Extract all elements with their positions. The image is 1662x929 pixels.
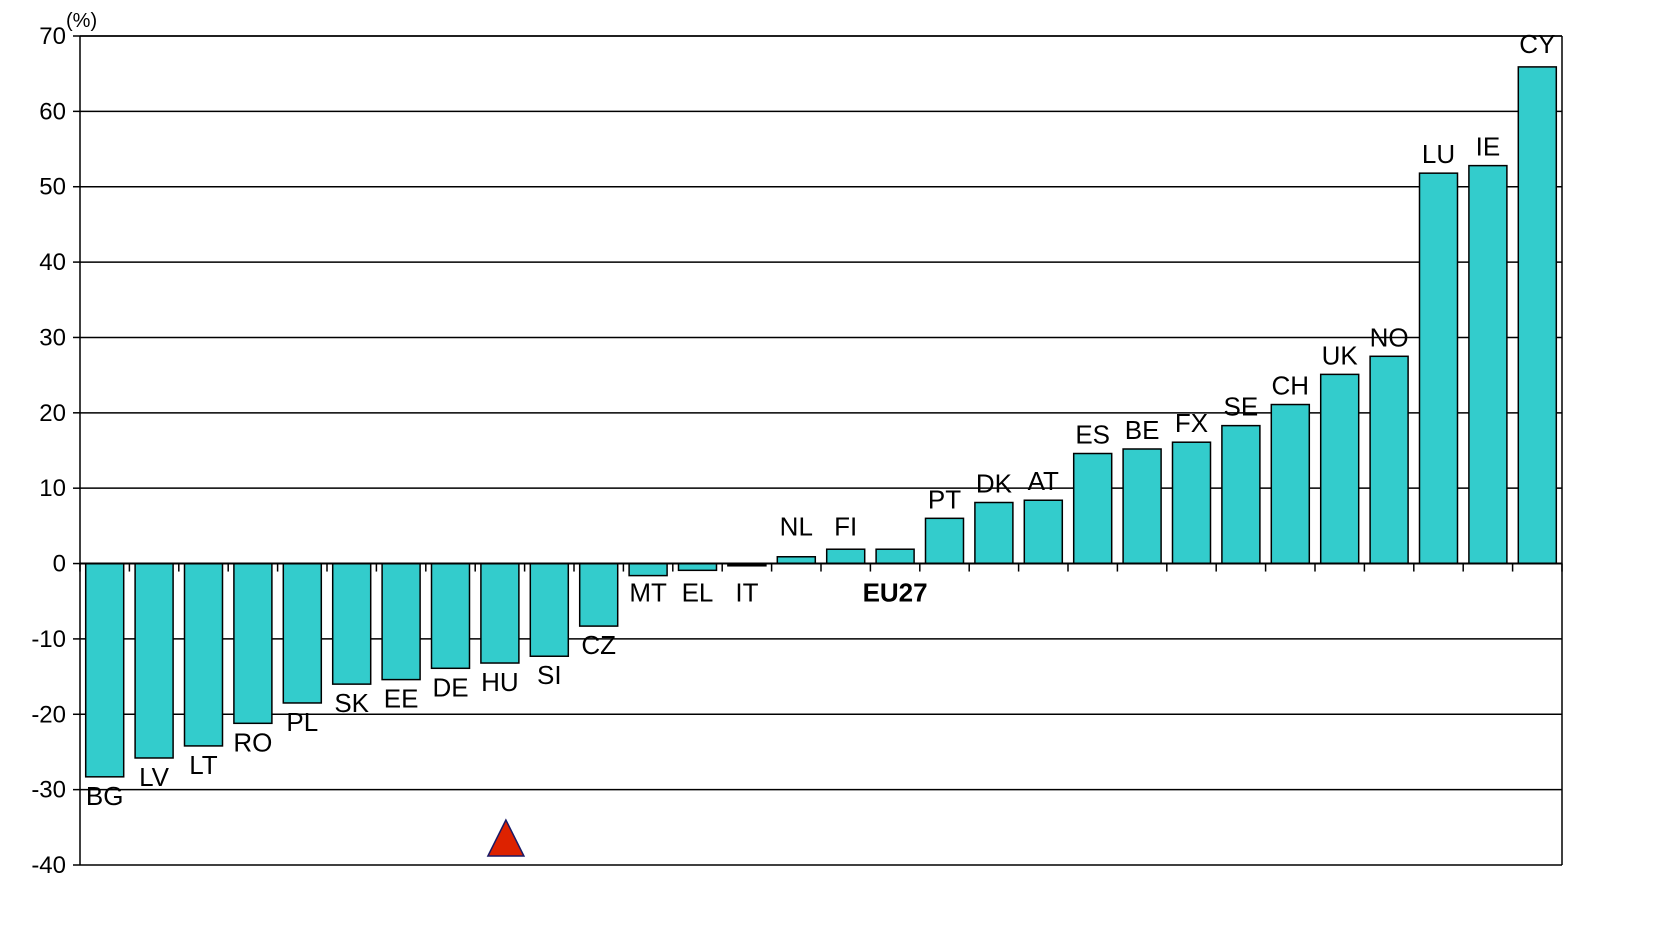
y-tick-label: 30 (39, 324, 66, 351)
category-label-dk: DK (976, 469, 1013, 499)
bar-nl (776, 556, 817, 565)
category-label-mt: MT (629, 578, 667, 608)
y-tick-label: 50 (39, 174, 66, 201)
bar-si (529, 562, 570, 657)
category-label-lv: LV (139, 762, 170, 792)
bar-dk (974, 501, 1014, 565)
category-label-sk: SK (334, 688, 369, 718)
y-tick-label: -40 (31, 852, 66, 879)
bar-fx (1171, 441, 1212, 565)
category-label-se: SE (1224, 392, 1259, 422)
category-label-no: NO (1370, 322, 1409, 352)
category-label-eu27: EU27 (863, 578, 928, 608)
category-label-be: BE (1125, 415, 1160, 445)
bar-de (430, 562, 471, 670)
category-label-pt: PT (928, 484, 961, 514)
bar-mt (628, 562, 668, 577)
axes (73, 35, 1563, 866)
y-tick-label: -20 (31, 701, 66, 728)
category-label-pl: PL (286, 707, 318, 737)
bar-pl (282, 562, 323, 704)
category-labels: BG LV LT RO PL SK EE DE HU SI CZ MT EL IT NL FI EU27 PT DK… (86, 29, 1555, 811)
category-label-ie: IE (1476, 132, 1501, 162)
y-tick-label: 10 (39, 475, 66, 502)
category-label-ch: CH (1272, 371, 1310, 401)
bar-lu (1418, 172, 1459, 565)
bar-ie (1468, 164, 1508, 565)
category-label-el: EL (682, 578, 714, 608)
category-label-nl: NL (780, 512, 813, 542)
y-tick-label: 20 (39, 400, 66, 427)
bar-cz (578, 562, 619, 627)
bar-el (677, 562, 718, 572)
bar-at (1023, 499, 1064, 565)
bar-ro (233, 562, 273, 725)
y-axis-unit-label: (%) (66, 10, 97, 32)
y-tick-label: 70 (39, 23, 66, 50)
bar-sk (331, 562, 372, 685)
category-label-ro: RO (233, 727, 272, 757)
bar-ee (381, 562, 421, 681)
bar-no (1369, 355, 1409, 565)
category-label-bg: BG (86, 781, 124, 811)
category-label-lu: LU (1422, 139, 1455, 169)
bar-eu27 (875, 548, 915, 565)
category-label-ee: EE (384, 684, 419, 714)
category-label-it: IT (735, 578, 758, 608)
category-label-si: SI (537, 660, 562, 690)
bars (84, 66, 1558, 778)
y-tick-labels: 70 60 50 40 30 20 10 0 -10 -20 -30 -40 (31, 23, 66, 879)
bar-hu (480, 562, 520, 664)
bar-ch (1270, 403, 1311, 565)
category-label-cz: CZ (581, 630, 616, 660)
y-tick-label: -10 (31, 626, 66, 653)
category-label-cy: CY (1519, 29, 1555, 59)
category-label-es: ES (1075, 420, 1110, 450)
bar-be (1122, 448, 1162, 565)
category-label-fi: FI (834, 512, 857, 542)
bar-uk (1319, 373, 1360, 565)
category-label-de: DE (432, 672, 468, 702)
y-tick-label: 60 (39, 98, 66, 125)
category-label-fx: FX (1175, 408, 1208, 438)
bar-pt (924, 517, 965, 565)
category-label-uk: UK (1322, 340, 1359, 370)
y-tick-label: 40 (39, 249, 66, 276)
bar-lt (183, 562, 224, 747)
bar-cy (1517, 66, 1558, 565)
bar-lv (134, 562, 174, 759)
category-label-lt: LT (189, 750, 218, 780)
category-label-at: AT (1028, 466, 1059, 496)
bar-bg (84, 562, 125, 778)
y-tick-label: -30 (31, 777, 66, 804)
highlight-triangle-marker (486, 818, 526, 857)
bar-se (1221, 424, 1261, 565)
bar-es (1072, 452, 1113, 565)
bar-fi (825, 548, 866, 565)
y-tick-label: 0 (53, 551, 66, 578)
gridlines (80, 35, 1562, 866)
category-label-hu: HU (481, 667, 519, 697)
